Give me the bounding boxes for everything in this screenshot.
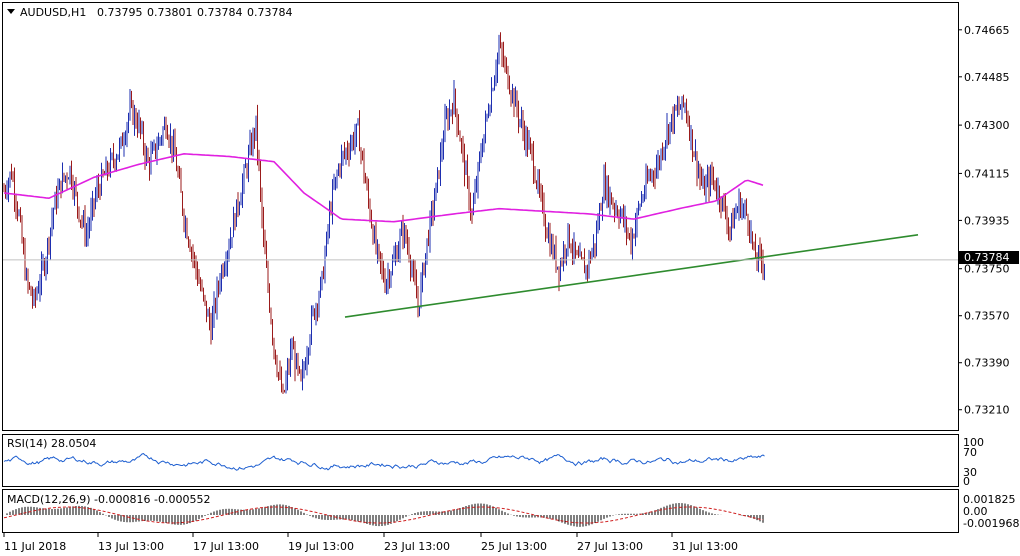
macd-level-low: -0.001968	[963, 517, 1019, 530]
open-value: 0.73795	[97, 6, 143, 19]
macd-level-high: 0.001825	[963, 493, 1016, 506]
price-pane[interactable]	[2, 2, 959, 431]
rsi-pane[interactable]	[2, 434, 959, 487]
time-tick-label: 13 Jul 13:00	[98, 540, 164, 553]
price-tick-label: 0.74300	[964, 119, 1010, 132]
time-tick-label: 11 Jul 2018	[4, 540, 66, 553]
price-tick-label: 0.73390	[964, 357, 1010, 370]
time-tick-label: 19 Jul 13:00	[288, 540, 354, 553]
moving-average-line	[3, 152, 764, 223]
price-tick-label: 0.74485	[964, 71, 1010, 84]
high-value: 0.73801	[147, 6, 193, 19]
rsi-level-30: 30	[963, 466, 977, 479]
price-tick-label: 0.73570	[964, 310, 1010, 323]
rsi-level-70: 70	[963, 446, 977, 459]
symbol-label[interactable]: AUDUSD,H1	[20, 6, 86, 19]
price-tick-label: 0.73750	[964, 263, 1010, 276]
time-tick-label: 17 Jul 13:00	[193, 540, 259, 553]
rsi-level-100: 100	[963, 436, 984, 449]
price-tick-label: 0.74115	[964, 167, 1010, 180]
time-tick-label: 23 Jul 13:00	[384, 540, 450, 553]
candlestick-series	[3, 32, 765, 394]
rsi-line	[3, 453, 765, 471]
price-tick-label: 0.74665	[964, 24, 1010, 37]
current-price-label: 0.73784	[964, 251, 1010, 264]
rsi-title: RSI(14) 28.0504	[7, 437, 96, 450]
price-tick-label: 0.73210	[964, 404, 1010, 417]
macd-signal-line	[3, 506, 764, 524]
time-tick-label: 31 Jul 13:00	[672, 540, 738, 553]
macd-title: MACD(12,26,9) -0.000816 -0.000552	[7, 493, 210, 506]
time-tick-label: 27 Jul 13:00	[577, 540, 643, 553]
macd-histogram	[6, 503, 764, 527]
current-price-badge	[959, 251, 1019, 264]
price-tick-label: 0.73935	[964, 214, 1010, 227]
macd-level-zero: 0.00	[963, 505, 988, 518]
close-value: 0.73784	[247, 6, 293, 19]
time-axis[interactable]: 11 Jul 2018 13 Jul 13:00 17 Jul 13:00 19 Ju…	[3, 532, 738, 553]
low-value: 0.73784	[197, 6, 243, 19]
trendline[interactable]	[344, 233, 919, 318]
symbol-dropdown-icon[interactable]	[7, 9, 15, 14]
rsi-level-0: 0	[963, 475, 970, 488]
price-axis[interactable]: 0.74665 0.74485 0.74300 0.74115 0.73935 0.737…	[958, 24, 1010, 417]
time-tick-label: 25 Jul 13:00	[481, 540, 547, 553]
